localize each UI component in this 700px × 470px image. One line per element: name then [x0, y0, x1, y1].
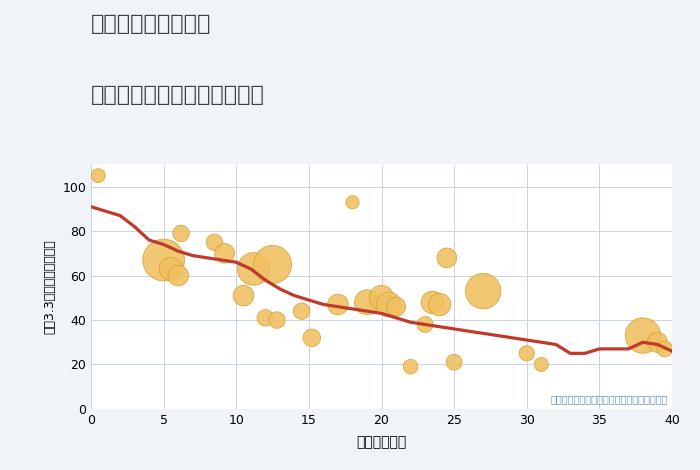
Point	[419, 321, 430, 328]
Point	[92, 172, 104, 180]
Point	[219, 250, 230, 257]
Point	[172, 272, 183, 279]
Point	[659, 345, 671, 352]
Point	[383, 301, 394, 308]
Point	[176, 230, 187, 237]
Point	[158, 256, 169, 264]
Point	[521, 350, 532, 357]
Point	[306, 334, 317, 342]
Point	[405, 363, 416, 370]
Point	[536, 360, 547, 368]
Point	[391, 303, 402, 311]
Point	[267, 261, 278, 268]
Point	[209, 238, 220, 246]
Text: 岐阜県高山市西町の: 岐阜県高山市西町の	[91, 14, 211, 34]
Text: 築年数別中古マンション価格: 築年数別中古マンション価格	[91, 85, 265, 105]
Point	[361, 298, 372, 306]
Point	[165, 265, 176, 273]
Point	[652, 338, 663, 346]
Point	[296, 307, 307, 315]
X-axis label: 築年数（年）: 築年数（年）	[356, 435, 407, 449]
Point	[238, 292, 249, 299]
Point	[427, 298, 438, 306]
Point	[449, 359, 460, 366]
Point	[638, 332, 649, 339]
Point	[376, 294, 387, 302]
Point	[272, 316, 283, 324]
Point	[332, 301, 344, 308]
Point	[346, 198, 358, 206]
Point	[441, 254, 452, 262]
Y-axis label: 平（3.3㎡）単価（万円）: 平（3.3㎡）単価（万円）	[43, 239, 57, 334]
Point	[434, 301, 445, 308]
Point	[260, 314, 271, 321]
Point	[477, 287, 489, 295]
Text: 円の大きさは、取引のあった物件面積を示す: 円の大きさは、取引のあった物件面積を示す	[550, 394, 668, 405]
Point	[248, 265, 259, 273]
